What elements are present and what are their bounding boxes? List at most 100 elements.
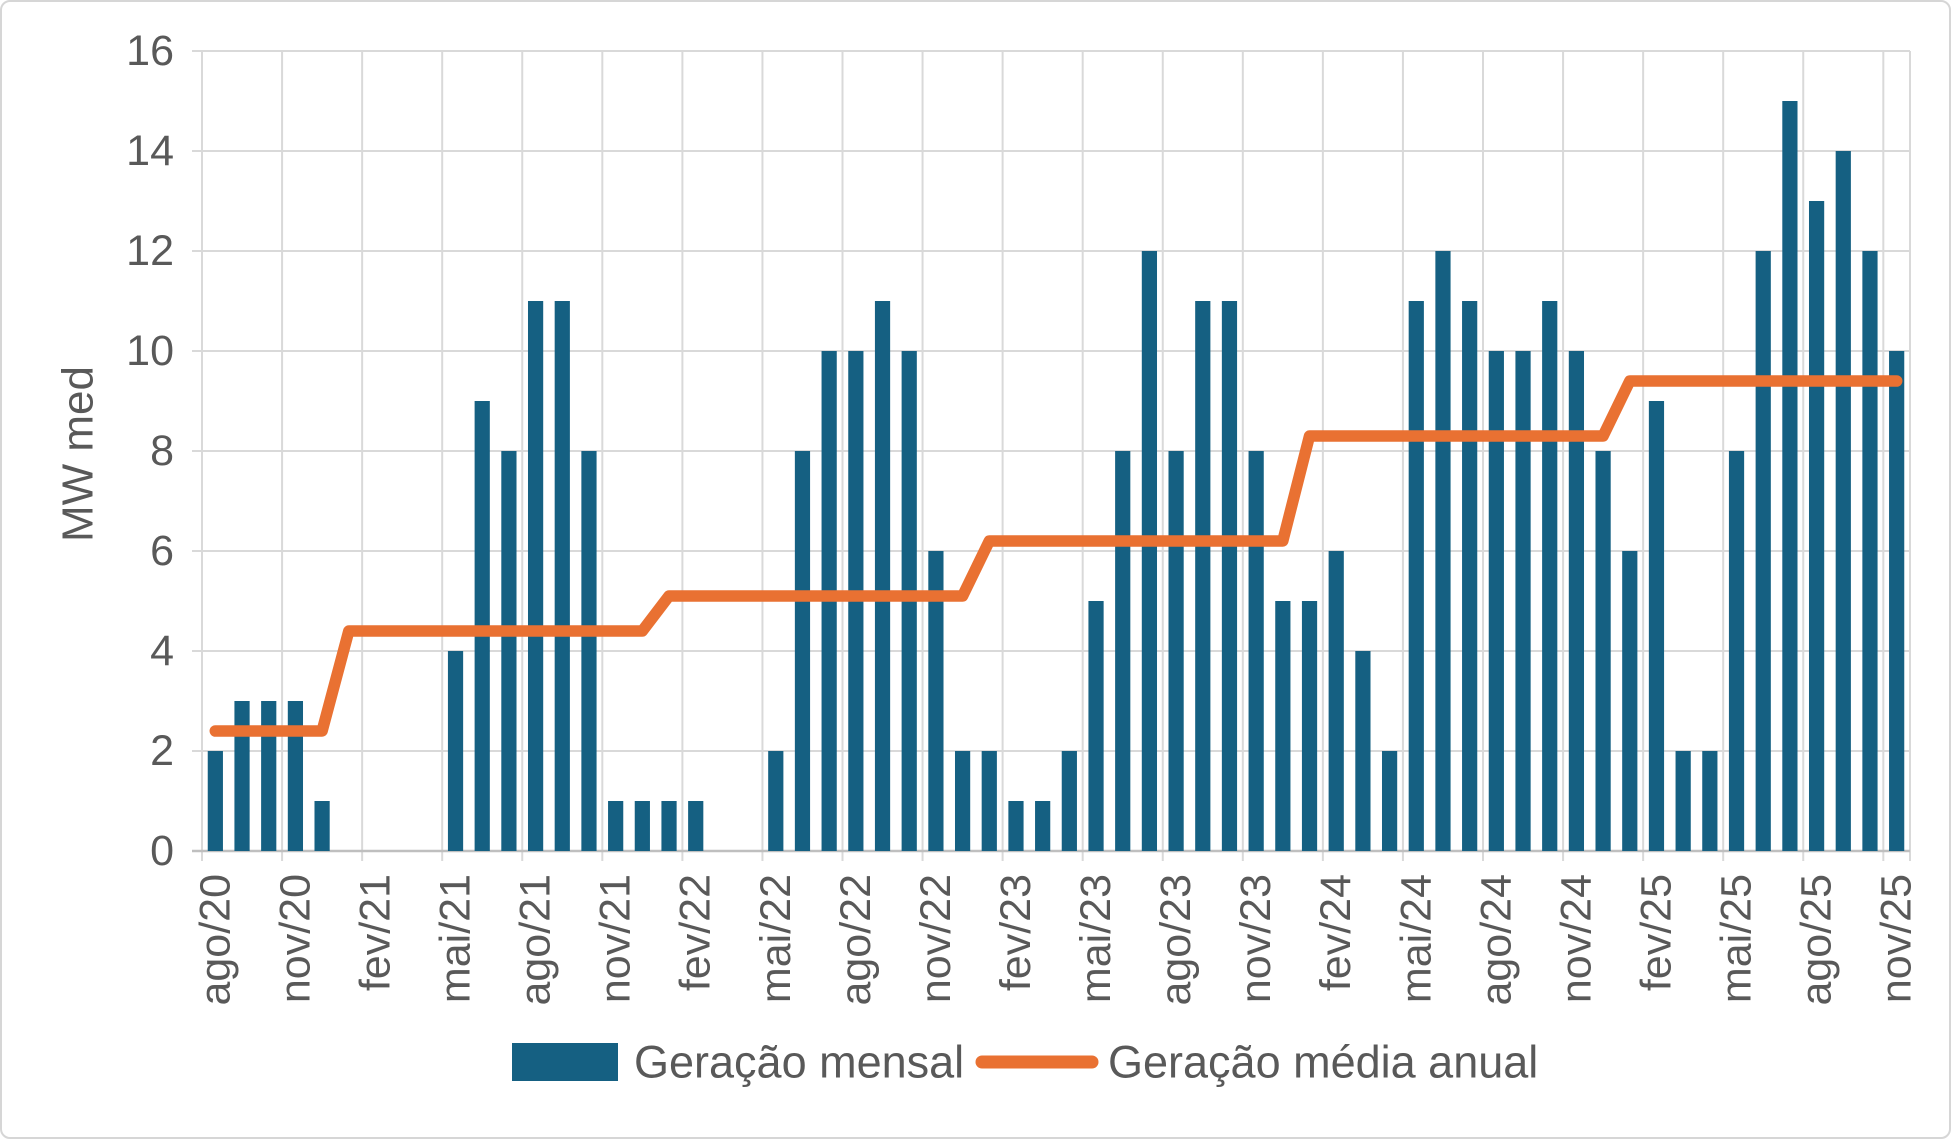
bar-out/23 [1221, 301, 1238, 851]
bar-out/21 [581, 451, 597, 851]
bar-jan/24 [1301, 601, 1318, 851]
vertical-gridlines [201, 51, 1911, 861]
x-tick-label: ago/23 [1152, 874, 1200, 1006]
y-tick-label: 16 [126, 27, 174, 75]
bar-dez/23 [1275, 601, 1291, 851]
x-tick-label: mai/22 [752, 874, 800, 1003]
x-tick-label: fev/21 [351, 874, 399, 991]
bar-out/25 [1862, 251, 1878, 851]
x-tick-label: nov/22 [912, 874, 960, 1003]
y-axis-title: MW med [54, 366, 103, 542]
bar-set/21 [554, 301, 570, 851]
bar-fev/22 [688, 801, 704, 851]
y-tick-label: 6 [150, 527, 174, 575]
bar-mar/23 [1035, 801, 1051, 851]
y-tick-label: 10 [126, 327, 174, 375]
x-tick-label: fev/24 [1312, 874, 1360, 991]
legend: Geração mensal Geração média anual [512, 1037, 1538, 1088]
bar-nov/25 [1889, 351, 1905, 851]
x-tick-label: ago/20 [191, 874, 239, 1006]
bar-abr/24 [1381, 751, 1398, 851]
bar-jun/23 [1115, 451, 1131, 851]
legend-item-bars: Geração mensal [512, 1037, 964, 1088]
x-tick-label: mai/21 [432, 874, 480, 1003]
bar-mai/23 [1088, 601, 1104, 851]
bar-fev/25 [1648, 401, 1665, 851]
bar-out/20 [261, 701, 277, 851]
bar-mai/21 [447, 651, 464, 851]
bar-fev/23 [1008, 801, 1024, 851]
x-tick-label: mai/23 [1072, 874, 1120, 1003]
bar-nov/20 [287, 701, 304, 851]
y-tick-label: 14 [126, 127, 174, 175]
bar-jan/22 [661, 801, 677, 851]
bar-ago/21 [527, 301, 544, 851]
bar-ago/20 [207, 751, 223, 851]
x-axis-tick-labels: ago/20 nov/20 fev/21 mai/21 ago/21 nov/21 fev/… [191, 874, 1920, 1006]
y-tick-label: 8 [150, 427, 174, 475]
x-tick-label: ago/25 [1793, 874, 1841, 1006]
bar-mar/24 [1355, 651, 1371, 851]
bar-mai/25 [1728, 451, 1745, 851]
x-tick-label: nov/25 [1873, 874, 1921, 1003]
bar-ago/23 [1168, 451, 1184, 851]
x-tick-label: nov/20 [271, 874, 319, 1003]
bar-set/25 [1835, 151, 1851, 851]
x-tick-label: nov/24 [1552, 874, 1600, 1003]
bar-abr/25 [1702, 751, 1718, 851]
y-axis-tick-labels: 0 2 4 6 8 10 12 14 16 [126, 27, 174, 875]
bar-fev/24 [1328, 551, 1344, 851]
bar-nov/24 [1568, 351, 1585, 851]
bar-nov/23 [1248, 451, 1264, 851]
bar-jan/25 [1622, 551, 1638, 851]
bar-nov/21 [608, 801, 624, 851]
y-tick-label: 0 [150, 827, 174, 875]
bar-dez/21 [634, 801, 650, 851]
y-tick-label: 4 [150, 627, 174, 675]
y-tick-label: 12 [126, 227, 174, 275]
y-tick-label: 2 [150, 727, 174, 775]
line-series [209, 375, 1903, 737]
legend-bar-swatch [512, 1043, 618, 1081]
bar-set/20 [234, 701, 250, 851]
x-tick-label: mai/25 [1713, 874, 1761, 1003]
bar-dez/24 [1595, 451, 1611, 851]
x-tick-label: fev/23 [992, 874, 1040, 991]
bar-ago/25 [1808, 201, 1825, 851]
bar-mai/22 [768, 751, 784, 851]
x-tick-label: ago/24 [1472, 874, 1520, 1006]
bar-dez/22 [954, 751, 971, 851]
bar-jul/25 [1782, 101, 1798, 851]
bar-jun/25 [1755, 251, 1771, 851]
bar-out/24 [1542, 301, 1558, 851]
bar-dez/20 [314, 801, 330, 851]
legend-line-label: Geração média anual [1108, 1037, 1538, 1088]
x-tick-label: ago/21 [512, 874, 560, 1006]
x-tick-label: mai/24 [1392, 874, 1440, 1003]
bar-set/22 [874, 301, 891, 851]
bar-series [207, 101, 1905, 851]
legend-item-line: Geração média anual [975, 1037, 1538, 1088]
avg-line [209, 375, 1903, 737]
x-tick-label: fev/25 [1632, 874, 1680, 991]
bar-nov/22 [928, 551, 944, 851]
bar-jul/21 [501, 451, 517, 851]
x-tick-label: nov/23 [1232, 874, 1280, 1003]
bar-mar/25 [1675, 751, 1691, 851]
bar-set/24 [1515, 351, 1531, 851]
bar-jan/23 [981, 751, 997, 851]
bar-jul/23 [1141, 251, 1158, 851]
bar-abr/23 [1061, 751, 1077, 851]
x-tick-label: nov/21 [592, 874, 640, 1003]
bar-ago/24 [1488, 351, 1504, 851]
legend-bar-label: Geração mensal [634, 1037, 964, 1088]
bar-set/23 [1195, 301, 1211, 851]
bar-mai/24 [1408, 301, 1424, 851]
x-tick-label: ago/22 [832, 874, 880, 1006]
bar-jun/22 [794, 451, 811, 851]
x-tick-label: fev/22 [672, 874, 720, 991]
bar-jul/24 [1462, 301, 1478, 851]
bar-jun/24 [1435, 251, 1451, 851]
